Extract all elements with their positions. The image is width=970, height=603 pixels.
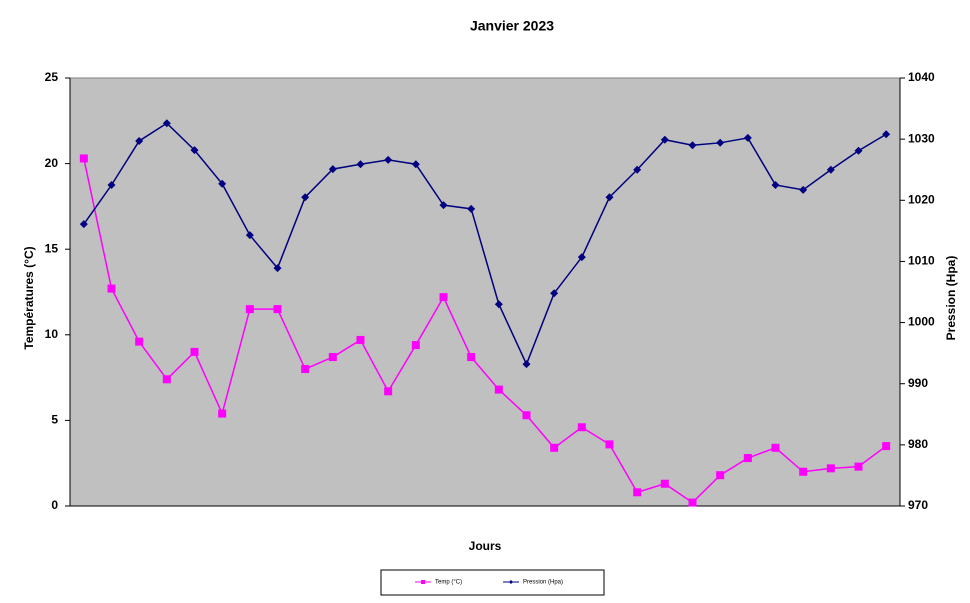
point (633, 488, 642, 497)
point (660, 135, 669, 144)
point (743, 454, 752, 463)
chart-title: Janvier 2023 (470, 18, 554, 34)
point (190, 146, 199, 155)
point (771, 443, 780, 452)
point (79, 154, 88, 163)
series-line (83, 122, 887, 367)
point (716, 471, 725, 480)
y2-tick-label: 970 (908, 498, 928, 512)
point (550, 443, 559, 452)
point (135, 136, 144, 145)
y-tick-label: 20 (45, 156, 59, 170)
point (882, 130, 891, 139)
point (467, 353, 476, 362)
point (439, 293, 448, 302)
y2-tick-label: 980 (908, 437, 928, 451)
legend-label: Temp (°C) (435, 580, 462, 586)
point (218, 179, 227, 188)
y-tick-label: 25 (45, 70, 59, 84)
y-axis-title: Températures (°C) (22, 246, 36, 349)
point (135, 337, 144, 346)
x-axis-title: Jours (469, 539, 502, 553)
point (577, 253, 586, 262)
y2-axis-title: Pression (Hpa) (944, 256, 958, 341)
point (688, 498, 697, 507)
legend-marker (421, 580, 425, 584)
point (882, 442, 891, 451)
point (605, 440, 614, 449)
y2-tick-label: 1020 (908, 192, 935, 206)
point (107, 181, 116, 189)
point (328, 353, 337, 362)
point (826, 165, 835, 174)
point (743, 133, 752, 142)
point (356, 160, 365, 169)
point (633, 165, 642, 174)
point (494, 300, 503, 309)
point (577, 423, 586, 432)
point (273, 305, 282, 314)
point (467, 204, 476, 213)
plot-area (69, 77, 901, 507)
point (771, 181, 780, 189)
point (411, 341, 420, 350)
point (301, 193, 310, 202)
point (799, 467, 808, 476)
point (273, 264, 282, 273)
point (854, 462, 863, 471)
point (716, 138, 725, 147)
y2-tick-label: 1030 (908, 131, 935, 145)
point (79, 220, 88, 229)
point (522, 360, 531, 369)
point (301, 365, 310, 374)
point (799, 185, 808, 194)
point (605, 193, 614, 202)
point (328, 165, 337, 174)
legend-marker (509, 580, 513, 584)
y-tick-label: 15 (45, 241, 59, 255)
point (522, 411, 531, 420)
point (384, 387, 393, 396)
y-tick-label: 10 (45, 327, 59, 341)
point (218, 409, 227, 418)
point (439, 201, 448, 210)
y2-tick-label: 1010 (908, 254, 935, 268)
point (356, 335, 365, 344)
point (245, 231, 254, 240)
point (245, 305, 254, 314)
y-tick-label: 5 (51, 413, 58, 427)
point (826, 464, 835, 473)
point (854, 146, 863, 155)
point (411, 160, 420, 169)
y2-tick-label: 990 (908, 376, 928, 390)
series-line (83, 158, 887, 504)
point (688, 141, 697, 150)
point (660, 479, 669, 488)
y2-tick-label: 1040 (908, 70, 935, 84)
legend (380, 569, 605, 596)
point (550, 289, 559, 298)
point (162, 375, 171, 384)
point (162, 119, 171, 128)
y2-tick-label: 1000 (908, 315, 935, 329)
legend-label: Pression (Hpa) (523, 580, 563, 586)
point (190, 347, 199, 356)
point (384, 155, 393, 164)
y-tick-label: 0 (51, 498, 58, 512)
point (107, 284, 116, 293)
point (494, 385, 503, 394)
